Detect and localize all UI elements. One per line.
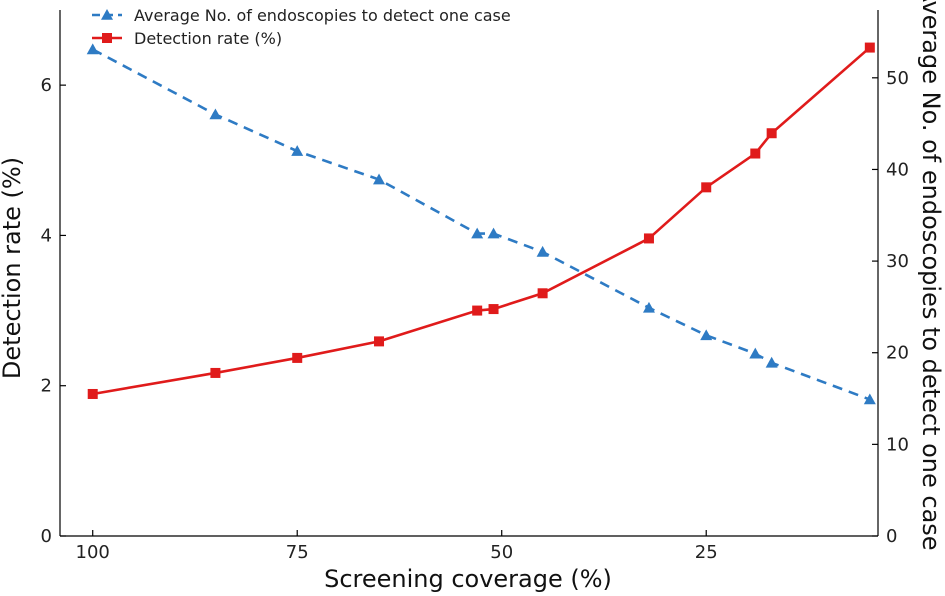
data-point-square [537, 288, 548, 299]
legend-label: Detection rate (%) [134, 29, 282, 48]
data-point-triangle [749, 347, 762, 359]
data-point-triangle [487, 227, 500, 239]
data-point-square [87, 388, 98, 399]
data-point-triangle [863, 393, 876, 405]
data-point-square [472, 305, 483, 316]
y2-tick-label: 30 [886, 251, 909, 272]
y2-tick-label: 20 [886, 343, 909, 364]
y2-tick-label: 10 [886, 434, 909, 455]
data-point-square [766, 128, 777, 139]
legend: Average No. of endoscopies to detect one… [92, 6, 511, 48]
data-point-square [750, 148, 761, 159]
data-point-square [488, 304, 499, 315]
data-point-triangle [86, 43, 99, 55]
x-tick-label: 100 [76, 542, 110, 563]
series-endoscopies [86, 43, 876, 405]
series-detection-rate [87, 42, 875, 399]
y-axis-title: Detection rate (%) [0, 157, 26, 379]
data-point-triangle [471, 227, 484, 239]
y2-tick-label: 0 [886, 526, 897, 547]
data-point-square [864, 42, 875, 53]
y2-tick-label: 50 [886, 68, 909, 89]
y-tick-label: 0 [41, 526, 52, 547]
x-tick-label: 50 [490, 542, 513, 563]
data-point-triangle [209, 108, 222, 120]
legend-square-marker [102, 33, 112, 43]
data-point-square [292, 352, 303, 363]
data-point-square [210, 367, 221, 378]
y2-tick-label: 40 [886, 159, 909, 180]
data-point-triangle [642, 301, 655, 313]
data-point-square [701, 182, 712, 193]
data-point-triangle [536, 245, 549, 257]
y2-axis-title: Average No. of endoscopies to detect one… [917, 0, 945, 551]
y-tick-label: 6 [41, 75, 52, 96]
data-point-triangle [291, 145, 304, 156]
legend-triangle-marker [101, 9, 113, 20]
data-point-triangle [373, 173, 386, 185]
y-tick-label: 2 [41, 376, 52, 397]
data-point-triangle [700, 329, 713, 341]
series-line [92, 46, 871, 396]
x-axis-title: Screening coverage (%) [324, 565, 612, 593]
legend-label: Average No. of endoscopies to detect one… [134, 6, 511, 25]
data-point-square [374, 336, 385, 347]
y-tick-label: 4 [41, 225, 52, 246]
data-point-triangle [765, 356, 778, 368]
x-tick-label: 25 [695, 542, 718, 563]
x-tick-label: 75 [286, 542, 309, 563]
data-point-square [643, 233, 654, 244]
series-line [92, 48, 871, 401]
axes: 100 75 50 25 0 2 4 6 0 10 20 30 40 50 [41, 10, 909, 563]
series-layer [86, 42, 876, 405]
